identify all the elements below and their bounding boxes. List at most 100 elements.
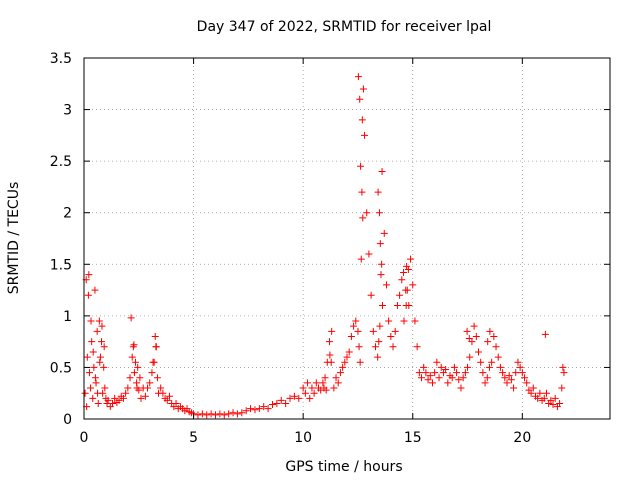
y-axis-label: SRMTID / TECUs [6,182,22,295]
data-point [260,403,268,411]
data-point [380,229,388,237]
x-tick-label: 0 [80,430,89,446]
data-point [376,240,384,248]
data-point [115,396,123,404]
data-point [343,353,351,361]
data-point [486,327,494,335]
data-point [378,260,386,268]
data-point [477,358,485,366]
data-point [488,358,496,366]
data-point [126,374,134,382]
data-point [404,265,412,273]
data-point [377,271,385,279]
data-point [132,358,140,366]
data-point [89,394,97,402]
data-point [379,302,387,310]
data-point [365,250,373,258]
data-point [111,394,119,402]
data-point [479,369,487,377]
data-point [464,363,472,371]
plot-frame [83,57,611,420]
data-point [371,343,379,351]
data-point [165,392,173,400]
data-point [551,394,559,402]
data-point [385,317,393,325]
data-point [485,363,493,371]
data-point [358,116,366,124]
data-point [81,389,89,397]
y-tick-label: 1 [63,309,72,325]
x-tick-label: 15 [404,430,422,446]
data-point [405,302,413,310]
data-point [494,353,502,361]
data-point [144,384,152,392]
data-point [492,343,500,351]
data-point [301,389,309,397]
data-point [319,379,327,387]
data-point [499,369,507,377]
data-point [558,384,566,392]
data-point [100,363,108,371]
data-point [163,396,171,404]
data-point [332,374,340,382]
grid-lines [84,58,610,419]
y-tick-label: 3.5 [50,51,72,67]
data-point [141,392,149,400]
data-point [536,389,544,397]
data-point [472,332,480,340]
data-point [549,401,557,409]
data-point [225,410,233,418]
data-point [339,363,347,371]
data-point [396,291,404,299]
data-point [229,409,237,417]
data-point [389,343,397,351]
data-point [119,394,127,402]
x-tick-label: 10 [294,430,312,446]
data-point [157,384,165,392]
data-point [424,376,432,384]
data-point [137,394,145,402]
data-point [207,410,215,418]
data-point [461,369,469,377]
data-point [286,394,294,402]
x-tick-label: 20 [513,430,531,446]
data-point [442,365,450,373]
data-point [501,374,509,382]
data-point [345,348,353,356]
data-point [238,409,246,417]
data-point [310,389,318,397]
data-point [312,379,320,387]
data-point [321,374,329,382]
data-point [516,363,524,371]
data-point [341,358,349,366]
data-point [108,400,116,408]
data-point [534,394,542,402]
data-point [153,374,161,382]
data-point [523,379,531,387]
data-point [93,327,101,335]
data-point [87,384,95,392]
data-point [459,374,467,382]
data-point [356,358,364,366]
data-point [354,73,362,81]
data-point [330,384,338,392]
data-point [159,389,167,397]
data-point [98,322,106,330]
data-point [94,389,102,397]
x-tick-label: 5 [189,430,198,446]
data-point [428,379,436,387]
data-point [435,374,443,382]
y-tick-label: 1.5 [50,257,72,273]
data-point [400,269,408,277]
data-point [490,332,498,340]
data-point [347,332,355,340]
data-point [90,363,98,371]
data-point [350,322,358,330]
data-point [101,384,109,392]
data-point [127,314,135,322]
data-point [134,363,142,371]
data-point [496,363,504,371]
data-point [518,369,526,377]
data-point [336,369,344,377]
